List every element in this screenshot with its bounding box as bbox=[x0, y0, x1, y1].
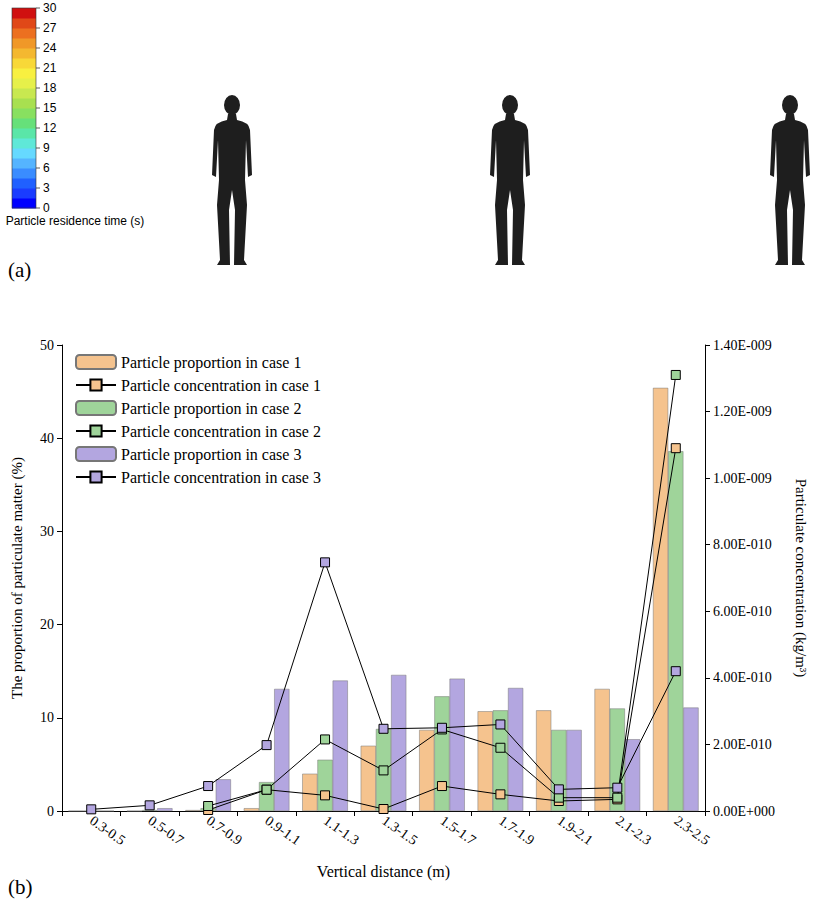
svg-text:4.00E-010: 4.00E-010 bbox=[713, 670, 772, 685]
svg-text:40: 40 bbox=[40, 431, 54, 446]
svg-text:0.7-0.9: 0.7-0.9 bbox=[204, 813, 245, 848]
svg-text:27: 27 bbox=[43, 21, 57, 35]
svg-text:15: 15 bbox=[43, 101, 57, 115]
svg-text:3: 3 bbox=[43, 181, 50, 195]
svg-text:Particle concentration in case: Particle concentration in case 1 bbox=[121, 377, 321, 394]
svg-text:Particle proportion in case 2: Particle proportion in case 2 bbox=[121, 400, 301, 418]
svg-text:Particle concentration in case: Particle concentration in case 2 bbox=[121, 423, 321, 440]
svg-text:18: 18 bbox=[43, 81, 57, 95]
html-text:Particle residence time (s): Particle residence time (s) bbox=[5, 214, 145, 228]
svg-text:2.00E-010: 2.00E-010 bbox=[713, 737, 772, 752]
html-text:(a): (a) bbox=[8, 258, 32, 282]
svg-text:1.5-1.7: 1.5-1.7 bbox=[438, 813, 479, 848]
svg-text:1.40E-009: 1.40E-009 bbox=[713, 338, 772, 353]
svg-text:1.00E-009: 1.00E-009 bbox=[713, 471, 772, 486]
svg-text:24: 24 bbox=[43, 41, 57, 55]
svg-text:1.9-2.1: 1.9-2.1 bbox=[555, 813, 596, 848]
svg-text:Vertical distance (m): Vertical distance (m) bbox=[317, 863, 450, 881]
svg-text:The proportion of particulate: The proportion of particulate matter (%) bbox=[9, 457, 26, 699]
svg-text:2.3-2.5: 2.3-2.5 bbox=[671, 813, 712, 848]
svg-text:50: 50 bbox=[40, 338, 54, 353]
svg-text:1.7-1.9: 1.7-1.9 bbox=[496, 813, 537, 848]
svg-text:Particulate concentration (kg/: Particulate concentration (kg/m³) bbox=[792, 479, 809, 678]
svg-text:Particle concentration in case: Particle concentration in case 3 bbox=[121, 469, 321, 486]
svg-text:12: 12 bbox=[43, 121, 57, 135]
svg-text:0.5-0.7: 0.5-0.7 bbox=[145, 813, 186, 848]
svg-text:1.20E-009: 1.20E-009 bbox=[713, 404, 772, 419]
svg-text:6.00E-010: 6.00E-010 bbox=[713, 604, 772, 619]
svg-text:0: 0 bbox=[47, 804, 54, 819]
svg-text:20: 20 bbox=[40, 617, 54, 632]
svg-text:0.00E+000: 0.00E+000 bbox=[713, 804, 775, 819]
svg-text:6: 6 bbox=[43, 161, 50, 175]
svg-text:0: 0 bbox=[43, 201, 50, 215]
svg-text:30: 30 bbox=[43, 1, 57, 15]
svg-text:0.9-1.1: 0.9-1.1 bbox=[262, 813, 303, 848]
svg-text:30: 30 bbox=[40, 524, 54, 539]
svg-text:(b): (b) bbox=[8, 875, 33, 899]
svg-text:1.1-1.3: 1.1-1.3 bbox=[321, 813, 362, 848]
svg-text:0.3-0.5: 0.3-0.5 bbox=[87, 813, 128, 848]
svg-text:21: 21 bbox=[43, 61, 57, 75]
svg-text:Particle proportion in case 3: Particle proportion in case 3 bbox=[121, 446, 301, 464]
svg-text:Particle proportion in case 1: Particle proportion in case 1 bbox=[121, 354, 301, 372]
svg-text:10: 10 bbox=[40, 710, 54, 725]
svg-text:1.3-1.5: 1.3-1.5 bbox=[379, 813, 420, 848]
svg-text:2.1-2.3: 2.1-2.3 bbox=[613, 813, 654, 848]
svg-text:8.00E-010: 8.00E-010 bbox=[713, 537, 772, 552]
svg-text:9: 9 bbox=[43, 141, 50, 155]
